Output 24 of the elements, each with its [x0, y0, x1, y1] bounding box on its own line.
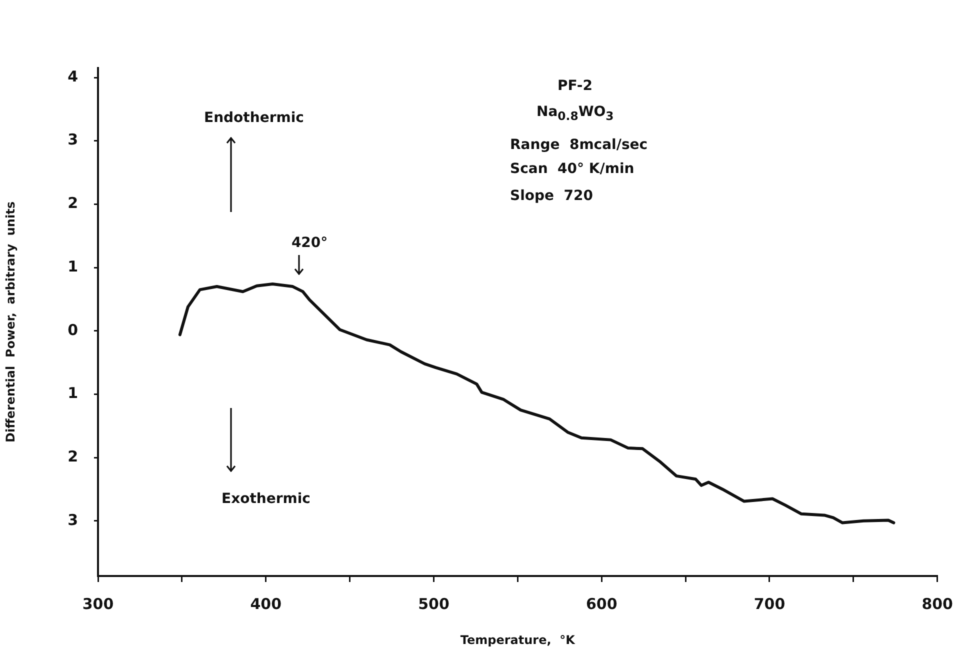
x-tick-label: 700 — [754, 594, 786, 613]
annotation: Exothermic — [222, 491, 310, 507]
y-tick-label: 3 — [68, 130, 78, 149]
annotation: PF-2 — [558, 78, 592, 94]
x-tick-label: 400 — [250, 594, 282, 613]
y-tick-label: 1 — [68, 384, 78, 402]
x-tick-label: 500 — [418, 594, 450, 613]
annotation: Slope 720 — [510, 188, 593, 204]
y-tick-label: 0 — [68, 320, 78, 339]
y-tick-label: 4 — [68, 67, 78, 86]
x-tick-label: 300 — [82, 594, 114, 613]
x-tick-label: 600 — [586, 594, 618, 613]
y-axis-title: Differential Power, arbitrary units — [3, 202, 18, 442]
annotation: Range 8mcal/sec — [510, 137, 648, 153]
y-tick-label: 2 — [68, 447, 78, 466]
y-tick-label: 1 — [68, 257, 78, 276]
y-tick-label: 3 — [68, 510, 78, 529]
annotation: Scan 40° K/min — [510, 161, 634, 177]
x-tick-label: 800 — [922, 594, 953, 613]
annotation: Endothermic — [204, 110, 304, 126]
y-tick-label: 2 — [68, 194, 78, 212]
annotation: 420° — [291, 234, 328, 251]
annotation: Na$_{0.8}$WO$_{3}$ — [536, 104, 614, 122]
x-axis-title: Temperature, °K — [460, 632, 576, 647]
